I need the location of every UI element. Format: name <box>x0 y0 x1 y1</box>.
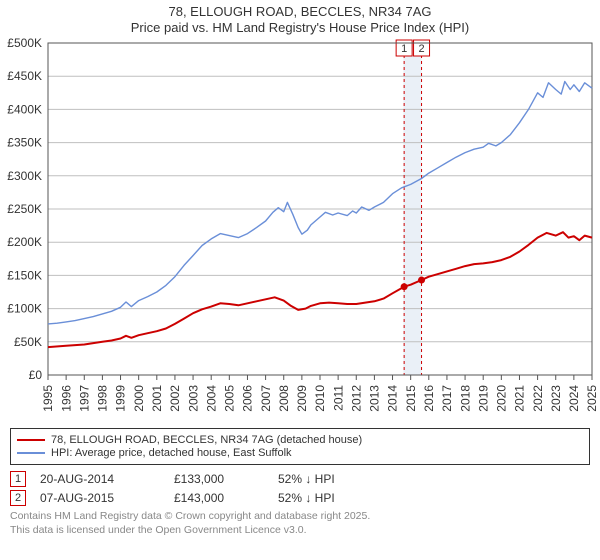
svg-text:2011: 2011 <box>331 385 345 411</box>
transactions-table: 1 20-AUG-2014 £133,000 52% ↓ HPI 2 07-AU… <box>10 471 590 506</box>
svg-text:2017: 2017 <box>440 385 454 412</box>
svg-text:2022: 2022 <box>531 385 545 412</box>
svg-text:£0: £0 <box>29 368 43 382</box>
svg-text:2002: 2002 <box>168 385 182 412</box>
svg-text:1997: 1997 <box>77 385 91 412</box>
svg-text:1998: 1998 <box>96 385 110 412</box>
legend-label-paid: 78, ELLOUGH ROAD, BECCLES, NR34 7AG (det… <box>51 434 362 446</box>
svg-text:2024: 2024 <box>567 385 581 412</box>
svg-text:£350K: £350K <box>7 136 42 150</box>
transaction-delta: 52% ↓ HPI <box>278 472 388 486</box>
title-line1: 78, ELLOUGH ROAD, BECCLES, NR34 7AG <box>0 4 600 19</box>
legend-swatch-hpi <box>17 447 45 459</box>
svg-text:2005: 2005 <box>223 385 237 412</box>
page-root: 78, ELLOUGH ROAD, BECCLES, NR34 7AG Pric… <box>0 0 600 560</box>
svg-text:2018: 2018 <box>458 385 472 412</box>
svg-text:£150K: £150K <box>7 268 42 282</box>
svg-text:2003: 2003 <box>186 385 200 412</box>
svg-text:£50K: £50K <box>14 335 42 349</box>
svg-text:£100K: £100K <box>7 302 42 316</box>
legend-swatch-paid <box>17 434 45 446</box>
svg-text:2: 2 <box>418 43 424 55</box>
transaction-key-box: 2 <box>10 490 26 506</box>
svg-text:2020: 2020 <box>495 385 509 412</box>
svg-text:£400K: £400K <box>7 102 42 116</box>
svg-text:1995: 1995 <box>41 385 55 412</box>
transaction-date: 07-AUG-2015 <box>40 491 160 505</box>
transaction-row: 1 20-AUG-2014 £133,000 52% ↓ HPI <box>10 471 590 487</box>
svg-text:1: 1 <box>401 43 407 55</box>
svg-text:1996: 1996 <box>59 385 73 412</box>
transaction-price: £143,000 <box>174 491 264 505</box>
svg-text:£300K: £300K <box>7 169 42 183</box>
title-block: 78, ELLOUGH ROAD, BECCLES, NR34 7AG Pric… <box>0 0 600 35</box>
svg-text:£250K: £250K <box>7 202 42 216</box>
svg-text:2013: 2013 <box>368 385 382 412</box>
footer-attribution: Contains HM Land Registry data © Crown c… <box>10 510 590 537</box>
svg-text:£500K: £500K <box>7 36 42 50</box>
svg-text:2014: 2014 <box>386 385 400 412</box>
legend-row-paid: 78, ELLOUGH ROAD, BECCLES, NR34 7AG (det… <box>17 434 583 446</box>
svg-text:1999: 1999 <box>114 385 128 412</box>
svg-text:2001: 2001 <box>150 385 164 412</box>
svg-text:2016: 2016 <box>422 385 436 412</box>
transaction-delta: 52% ↓ HPI <box>278 491 388 505</box>
title-line2: Price paid vs. HM Land Registry's House … <box>0 20 600 35</box>
svg-text:2007: 2007 <box>259 385 273 412</box>
svg-text:2008: 2008 <box>277 385 291 412</box>
legend-label-hpi: HPI: Average price, detached house, East… <box>51 447 292 459</box>
svg-text:2009: 2009 <box>295 385 309 412</box>
svg-text:2015: 2015 <box>404 385 418 412</box>
svg-text:2010: 2010 <box>313 385 327 412</box>
svg-text:2012: 2012 <box>349 385 363 412</box>
transaction-price: £133,000 <box>174 472 264 486</box>
svg-text:2006: 2006 <box>241 385 255 412</box>
transaction-row: 2 07-AUG-2015 £143,000 52% ↓ HPI <box>10 490 590 506</box>
svg-text:2004: 2004 <box>204 385 218 412</box>
legend-box: 78, ELLOUGH ROAD, BECCLES, NR34 7AG (det… <box>10 428 590 465</box>
line-chart-svg: £0 £50K £100K £150K £200K £250K £300K £350K £400… <box>0 35 600 425</box>
svg-text:£200K: £200K <box>7 235 42 249</box>
chart-area: £0 £50K £100K £150K £200K £250K £300K £350K £400… <box>0 35 600 425</box>
svg-text:2025: 2025 <box>585 385 599 412</box>
svg-text:2021: 2021 <box>513 385 527 412</box>
svg-text:£450K: £450K <box>7 69 42 83</box>
svg-text:2000: 2000 <box>132 385 146 412</box>
footer-line1: Contains HM Land Registry data © Crown c… <box>10 510 590 524</box>
svg-text:2023: 2023 <box>549 385 563 412</box>
transaction-date: 20-AUG-2014 <box>40 472 160 486</box>
svg-text:2019: 2019 <box>476 385 490 412</box>
footer-line2: This data is licensed under the Open Gov… <box>10 524 590 538</box>
legend-row-hpi: HPI: Average price, detached house, East… <box>17 447 583 459</box>
transaction-key-box: 1 <box>10 471 26 487</box>
